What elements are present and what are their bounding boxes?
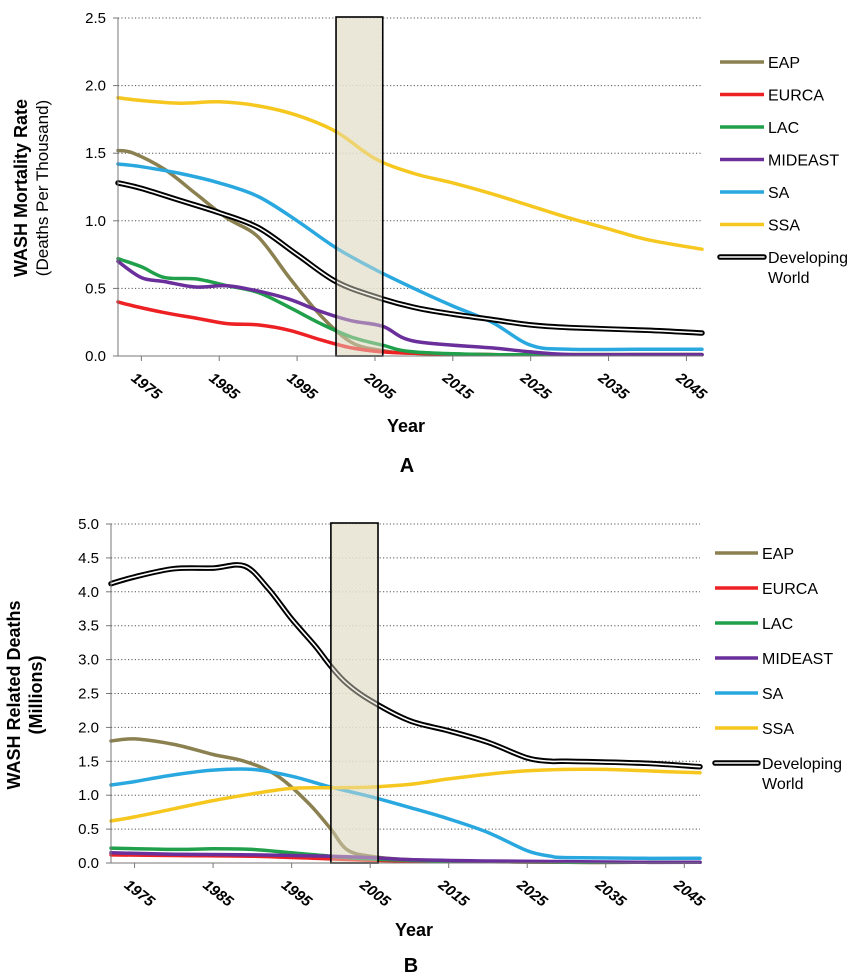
panel-a-y-tick-label: 1.0 [85, 213, 106, 230]
panel-a-y-tick-label: 1.5 [85, 145, 106, 162]
panel-b-legend-developing-world-label: Developing World [762, 756, 842, 793]
panel-a-y-tick-label: 0.0 [85, 348, 106, 365]
panel-a-legend-ssa-label: SSA [768, 218, 800, 235]
panel-a-y-tick-label: 2.5 [85, 10, 106, 27]
panel-b-y-tick-label: 3.0 [78, 652, 99, 669]
panel-a-series-sa-line [116, 162, 704, 352]
panel-a-series-eap-line [116, 148, 704, 357]
panel-a-legend-eap-label: EAP [768, 55, 800, 72]
panel-b-chart: 0.00.51.01.52.02.53.03.54.04.55.0 1975 19… [4, 516, 842, 977]
panel-a-axes [117, 16, 702, 357]
panel-b-highlight-band-box [330, 522, 379, 864]
panel-a-chart: 0.0 0.5 1.0 1.5 2.0 2.5 1975 1985 1995 2005 2015 2… [11, 10, 848, 477]
panel-b-legend-ssa-label: SSA [762, 721, 794, 738]
panel-b-axes [110, 522, 700, 864]
panel-a-x-tick-label: 2025 [516, 369, 554, 404]
panel-a-x-axis-title: Year [387, 416, 425, 436]
panel-b-series [108, 562, 703, 865]
panel-a-x-tick-label: 2045 [672, 369, 710, 404]
panel-a-legend: EAP EURCA LAC MIDEAST SA SSA Developing World [717, 55, 848, 287]
panel-a-highlight-band-fill [336, 17, 383, 356]
panel-b-y-tick-label: 1.0 [78, 787, 99, 804]
panel-a-highlight-band-box [335, 16, 384, 357]
panel-a-legend-developing-world-label: Developing World [768, 250, 848, 287]
panel-b-x-tick-label: 1995 [278, 876, 315, 910]
panel-b-ylabel-line2: (Millions) [26, 656, 46, 735]
panel-b-x-tick-label: 2015 [434, 876, 472, 911]
panel-b-legend-lac-label: LAC [762, 616, 793, 633]
panel-b-y-tick-label: 4.5 [78, 550, 99, 567]
panel-b-legend-mideast-label: MIDEAST [762, 651, 833, 668]
panel-b-y-axis-title: WASH Related Deaths (Millions) [4, 600, 46, 789]
panel-b-x-tick-label: 2045 [670, 876, 708, 911]
panel-b-x-ticks: 1975 1985 1995 2005 2015 2025 2035 2045 [121, 863, 708, 911]
panel-a-series-developing-world-outline [115, 180, 705, 336]
panel-b-series-developing-world-line [110, 564, 701, 768]
panel-b-series-sa-line [109, 767, 702, 861]
panel-b-y-tick-label: 0.0 [78, 855, 99, 872]
panel-b-x-tick-label: 2005 [356, 876, 394, 911]
panel-a-legend-mideast-label: MIDEAST [768, 153, 839, 170]
panel-b-series-eap-line [109, 737, 702, 865]
panel-a-grid [118, 17, 702, 289]
panel-a-x-ticks: 1975 1985 1995 2005 2015 2025 2035 2045 [128, 356, 710, 404]
panel-b-legend: EAP EURCA LAC MIDEAST SA SSA Developing World [712, 546, 842, 793]
panel-a-ylabel-line2: (Deaths Per Thousand) [33, 100, 52, 276]
panel-b-x-axis-title: Year [395, 920, 433, 940]
panel-a-legend-lac-label: LAC [768, 120, 799, 137]
panel-b-x-tick-label: 1985 [199, 876, 236, 910]
panel-a-x-tick-label: 1975 [128, 369, 165, 403]
panel-a-x-tick-label: 2035 [594, 369, 632, 404]
panel-b-x-tick-label: 2035 [591, 876, 629, 911]
panel-b-legend-eurca-label: EURCA [762, 581, 818, 598]
panel-b-y-tick-label: 0.5 [78, 821, 99, 838]
panel-a-series [115, 96, 705, 357]
panel-b-series-mideast-line [109, 851, 702, 865]
panel-a-highlight-band [336, 17, 383, 356]
panel-a-label: A [400, 455, 414, 477]
panel-a-legend-sa-label: SA [768, 185, 790, 202]
panel-a-y-axis-title: WASH Mortality Rate (Deaths Per Thousand… [11, 99, 52, 277]
panel-b-series-developing-world-outline [108, 562, 703, 770]
panel-b-y-tick-label: 2.5 [78, 686, 99, 703]
panel-b-series-ssa-line [109, 767, 702, 823]
panel-a-x-tick-label: 2005 [361, 369, 399, 404]
panel-a-series-mideast-line [116, 259, 704, 357]
panel-a-y-ticks: 0.0 0.5 1.0 1.5 2.0 2.5 [85, 10, 118, 365]
panel-b-y-tick-label: 5.0 [78, 516, 99, 533]
panel-b-label: B [404, 955, 418, 977]
panel-b-ylabel-line1: WASH Related Deaths [4, 600, 24, 789]
panel-a-y-tick-label: 2.0 [85, 78, 106, 95]
panel-a-series-developing-world-line [117, 182, 703, 334]
panel-a-legend-eurca-label: EURCA [768, 88, 824, 105]
panel-b-y-tick-label: 1.5 [78, 753, 99, 770]
panel-b-y-tick-label: 4.0 [78, 584, 99, 601]
panel-a-y-tick-label: 0.5 [85, 280, 106, 297]
panel-b-x-tick-label: 1975 [121, 876, 158, 910]
panel-b-x-tick-label: 2025 [513, 876, 551, 911]
panel-b-y-ticks: 0.0 0.5 1.0 1.5 2.0 2.5 3.0 3.5 4.0 4.5 5.0 [78, 516, 111, 872]
panel-a-x-tick-label: 1985 [206, 369, 243, 403]
panel-a-x-tick-label: 2015 [438, 369, 476, 404]
panel-b-y-tick-label: 3.5 [78, 618, 99, 635]
panel-a-x-tick-label: 1995 [283, 369, 320, 403]
panel-a-ylabel-line1: WASH Mortality Rate [11, 99, 31, 277]
panel-a-series-ssa-line [116, 96, 704, 251]
panel-b-legend-sa-label: SA [762, 686, 784, 703]
panel-b-legend-eap-label: EAP [762, 546, 794, 563]
panel-b-y-tick-label: 2.0 [78, 719, 99, 736]
